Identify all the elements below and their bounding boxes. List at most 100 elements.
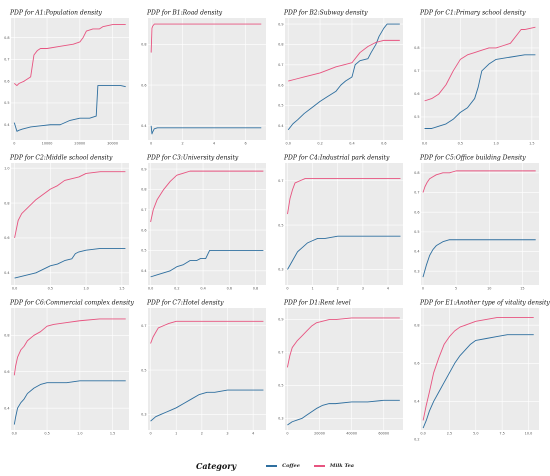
panel-title: PDP for B1:Road density bbox=[146, 10, 223, 17]
pdp-panel-9: PDP for C6:Commercial complex density 0.4… bbox=[4, 300, 134, 436]
panel-title: PDP for C2:Middle school density bbox=[9, 155, 113, 162]
series-line-coffee bbox=[150, 389, 264, 422]
y-tick-label: 0.4 bbox=[414, 400, 419, 404]
x-tick-label: 0.4 bbox=[349, 142, 354, 146]
y-tick-label: 0.6 bbox=[141, 83, 146, 87]
panel-title: PDP for C7:Hotel density bbox=[146, 300, 224, 307]
plot-background bbox=[285, 163, 403, 285]
x-tick-label: 2 bbox=[182, 142, 184, 146]
y-tick-label: 0.3 bbox=[141, 413, 146, 417]
legend-swatch-milk-tea bbox=[313, 465, 325, 467]
plot-background bbox=[421, 308, 539, 430]
x-tick-label: 1.5 bbox=[110, 432, 115, 436]
x-tick-label: 1.5 bbox=[529, 142, 534, 146]
y-tick-label: 0.7 bbox=[414, 191, 419, 195]
y-tick-label: 0.7 bbox=[278, 63, 283, 67]
x-tick-label: 1.0 bbox=[77, 432, 82, 436]
y-tick-label: 1.0 bbox=[4, 166, 9, 170]
legend-label-milk-tea: Milk Tea bbox=[329, 463, 355, 469]
y-tick-label: 0.6 bbox=[4, 236, 9, 240]
panel-title: PDP for C6:Commercial complex density bbox=[9, 300, 134, 307]
y-tick-label: 0.7 bbox=[141, 208, 146, 212]
y-tick-label: 0.6 bbox=[4, 370, 9, 374]
y-tick-label: 0.3 bbox=[414, 269, 419, 273]
series-line-coffee bbox=[424, 54, 536, 129]
pdp-panel-4: PDP for C1:Primary school density 0.5 0.6 0… bbox=[414, 10, 539, 146]
x-tick-label: 7.5 bbox=[499, 432, 504, 436]
x-tick-label: 3 bbox=[226, 432, 228, 436]
y-tick-label: 0.8 bbox=[4, 334, 9, 338]
plot-background bbox=[285, 308, 403, 430]
series-line-milk-tea bbox=[14, 171, 126, 239]
series-line-coffee bbox=[13, 85, 126, 132]
y-tick-label: 0.3 bbox=[278, 268, 283, 272]
y-tick-label: 0.4 bbox=[4, 123, 9, 127]
x-tick-label: 60000 bbox=[378, 432, 389, 436]
panel-title: PDP for A1:Population density bbox=[9, 10, 103, 17]
x-tick-label: 0.0 bbox=[285, 142, 290, 146]
x-tick-label: 2 bbox=[201, 432, 203, 436]
y-tick-label: 0.4 bbox=[141, 124, 146, 128]
y-tick-label: 0.7 bbox=[414, 69, 419, 73]
y-tick-label: 0.2 bbox=[414, 438, 419, 442]
x-tick-label: 4 bbox=[252, 432, 254, 436]
series-line-milk-tea bbox=[288, 39, 400, 82]
y-tick-label: 0.5 bbox=[414, 230, 419, 234]
legend-swatch-coffee bbox=[266, 465, 278, 467]
x-tick-label: 40000 bbox=[346, 432, 357, 436]
x-tick-label: 3 bbox=[362, 287, 364, 291]
series-line-milk-tea bbox=[13, 24, 126, 86]
pdp-panel-5: PDP for C2:Middle school density 0.4 0.6 0.… bbox=[4, 155, 129, 291]
y-tick-label: 0.8 bbox=[141, 188, 146, 192]
y-tick-label: 0.4 bbox=[4, 406, 9, 410]
plot-background bbox=[148, 308, 266, 430]
y-tick-label: 0.8 bbox=[4, 36, 9, 40]
x-tick-label: 15 bbox=[520, 287, 524, 291]
y-tick-label: 0.7 bbox=[278, 351, 283, 355]
series-line-coffee bbox=[13, 380, 126, 425]
x-tick-label: 20000 bbox=[74, 142, 85, 146]
pdp-panel-2: PDP for B1:Road density 0.4 0.6 0.8 0 2 4 6 bbox=[141, 10, 266, 146]
y-tick-label: 0.9 bbox=[278, 318, 283, 322]
x-tick-label: 5.0 bbox=[473, 432, 478, 436]
x-tick-label: 0.6 bbox=[227, 287, 232, 291]
x-tick-label: 0 bbox=[150, 142, 152, 146]
x-tick-label: 4 bbox=[213, 142, 215, 146]
series-line-coffee bbox=[422, 239, 536, 278]
x-tick-label: 0.0 bbox=[148, 287, 153, 291]
y-tick-label: 0.4 bbox=[414, 250, 419, 254]
x-tick-label: 1.5 bbox=[119, 287, 124, 291]
plot-background bbox=[148, 18, 266, 140]
x-tick-label: 10000 bbox=[42, 142, 53, 146]
y-tick-label: 0.6 bbox=[414, 92, 419, 96]
series-line-milk-tea bbox=[286, 317, 400, 368]
y-tick-label: 0.8 bbox=[141, 43, 146, 47]
x-tick-label: 0.0 bbox=[422, 142, 427, 146]
x-tick-label: 0.5 bbox=[458, 142, 463, 146]
y-tick-label: 0.6 bbox=[4, 79, 9, 83]
x-tick-label: 2.5 bbox=[447, 432, 452, 436]
x-tick-label: 0.2 bbox=[317, 142, 322, 146]
x-tick-label: 0 bbox=[149, 432, 151, 436]
y-tick-label: 0.7 bbox=[4, 58, 9, 62]
y-tick-label: 0.8 bbox=[4, 201, 9, 205]
legend-title: Category bbox=[195, 461, 237, 471]
x-tick-label: 0 bbox=[13, 142, 15, 146]
x-tick-label: 0 bbox=[286, 432, 288, 436]
x-tick-label: 20000 bbox=[314, 432, 325, 436]
plot-background bbox=[285, 18, 403, 140]
plot-background bbox=[11, 308, 129, 430]
series-line-milk-tea bbox=[150, 320, 264, 344]
plot-background bbox=[11, 163, 129, 285]
x-tick-label: 30000 bbox=[107, 142, 118, 146]
y-tick-label: 0.5 bbox=[141, 368, 146, 372]
series-line-coffee bbox=[287, 23, 400, 131]
series-line-milk-tea bbox=[422, 317, 534, 421]
series-line-milk-tea bbox=[150, 170, 264, 223]
x-tick-label: 6 bbox=[244, 142, 246, 146]
y-tick-label: 0.4 bbox=[141, 269, 146, 273]
panel-title: PDP for C4:Industrial park density bbox=[283, 155, 390, 162]
y-tick-label: 0.6 bbox=[414, 210, 419, 214]
plot-background bbox=[148, 163, 266, 285]
y-tick-label: 0.3 bbox=[278, 417, 283, 421]
